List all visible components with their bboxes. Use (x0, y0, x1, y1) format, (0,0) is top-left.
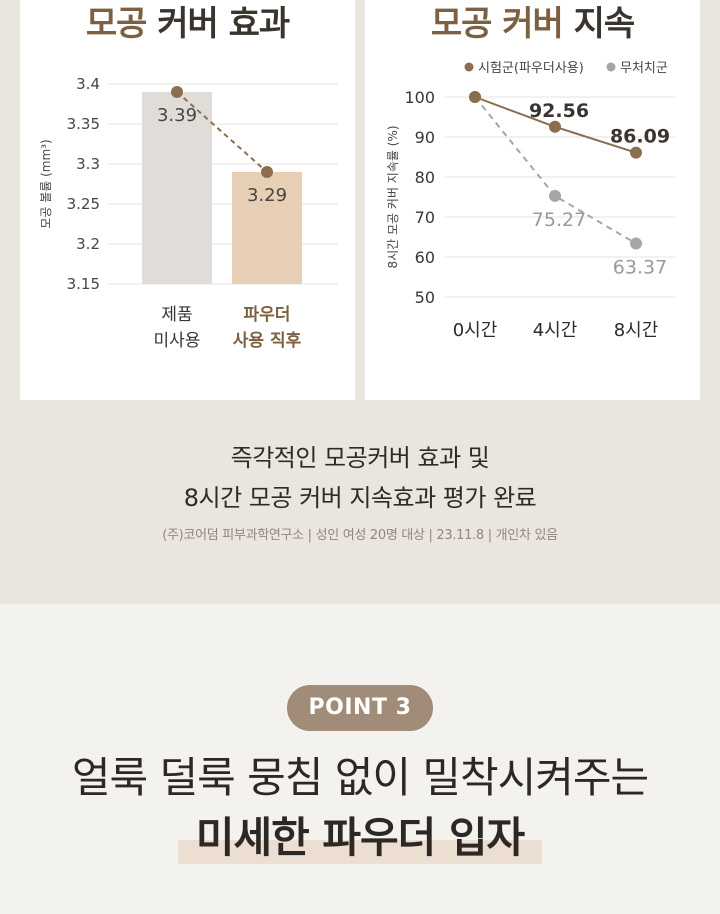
bar (232, 172, 302, 284)
series-point (630, 237, 642, 250)
series-point (549, 189, 561, 202)
data-label: 75.27 (532, 209, 586, 231)
headline-highlight (178, 840, 542, 864)
pore-cover-duration-card: 모공 커버 지속 100 90 80 70 60 50 8시간 모공 커버 지속률 (%) 0… (365, 0, 700, 400)
y-tick-label: 3.35 (67, 115, 100, 133)
y-tick-label: 50 (415, 288, 435, 307)
x-category-label: 제품 (161, 305, 192, 325)
series-point (630, 146, 642, 159)
y-tick-label: 100 (404, 88, 435, 107)
y-tick-label: 90 (415, 128, 435, 147)
legend-marker (606, 62, 616, 72)
legend-label: 시험군(파우더사용) (478, 61, 584, 76)
y-tick-label: 80 (415, 168, 435, 187)
headline-line-2: 미세한 파우더 입자 (195, 813, 525, 862)
bar-data-label: 3.39 (157, 105, 197, 126)
y-tick-label: 3.2 (76, 235, 100, 253)
y-tick-label: 60 (415, 248, 435, 267)
summary-line-2: 8시간 모공 커버 지속효과 평가 완료 (183, 484, 537, 512)
data-label: 92.56 (529, 100, 589, 122)
y-axis-label: 8시간 모공 커버 지속률 (%) (386, 125, 400, 268)
legend-marker (464, 62, 474, 72)
y-tick-label: 3.3 (76, 155, 100, 173)
right-title-accent: 모공 커버 (430, 4, 564, 44)
x-category-label: 파우더 (244, 305, 291, 325)
x-category-label: 4시간 (533, 320, 578, 341)
y-tick-label: 3.4 (76, 75, 100, 93)
y-tick-label: 3.25 (67, 195, 100, 213)
right-title-rest: 지속 (562, 4, 636, 44)
legend-label: 무처치군 (620, 61, 668, 76)
bar (142, 92, 212, 284)
data-label: 86.09 (610, 126, 670, 148)
test-footnote: (주)코어덤 피부과학연구소 | 성인 여성 20명 대상 | 23.11.8 … (162, 528, 558, 543)
cover-duration-line-chart: 100 90 80 70 60 50 8시간 모공 커버 지속률 (%) 0시간 4시간 8시간 시… (386, 61, 675, 341)
y-axis-label: 모공 볼륨 (mm³) (39, 139, 53, 228)
pore-volume-bar-chart: 3.4 3.35 3.3 3.25 3.2 3.15 모공 볼륨 (mm³) 3.39 3.29… (39, 75, 338, 351)
series-line (474, 96, 637, 245)
left-title-rest: 커버 효과 (146, 4, 290, 44)
bar-data-label: 3.29 (247, 185, 287, 206)
series-point (549, 120, 561, 133)
left-card-title: 모공 커버 효과 (20, 2, 355, 46)
headline-line-1: 얼룩 덜룩 뭉침 없이 밀착시켜주는 (71, 753, 649, 802)
y-tick-label: 3.15 (67, 275, 100, 293)
pore-cover-effect-card: 모공 커버 효과 3.4 3.35 3.3 3.25 3.2 3.15 모공 볼륨 (mm³… (20, 0, 355, 400)
x-category-label: 0시간 (453, 320, 498, 341)
x-category-label: 8시간 (614, 320, 659, 341)
series-point (469, 91, 481, 103)
left-title-accent: 모공 (85, 4, 148, 44)
data-label: 63.37 (613, 257, 667, 279)
x-category-label: 미사용 (154, 331, 201, 351)
y-tick-label: 70 (415, 208, 435, 227)
x-category-label: 사용 직후 (233, 330, 302, 351)
trend-point (171, 86, 183, 98)
results-section: 모공 커버 효과 3.4 3.35 3.3 3.25 3.2 3.15 모공 볼륨 (mm³… (0, 0, 720, 604)
point-badge: POINT 3 (287, 685, 433, 731)
trend-line (176, 91, 268, 173)
trend-point (261, 166, 273, 178)
right-card-title: 모공 커버 지속 (365, 2, 700, 46)
summary-line-1: 즉각적인 모공커버 효과 및 (230, 444, 490, 472)
